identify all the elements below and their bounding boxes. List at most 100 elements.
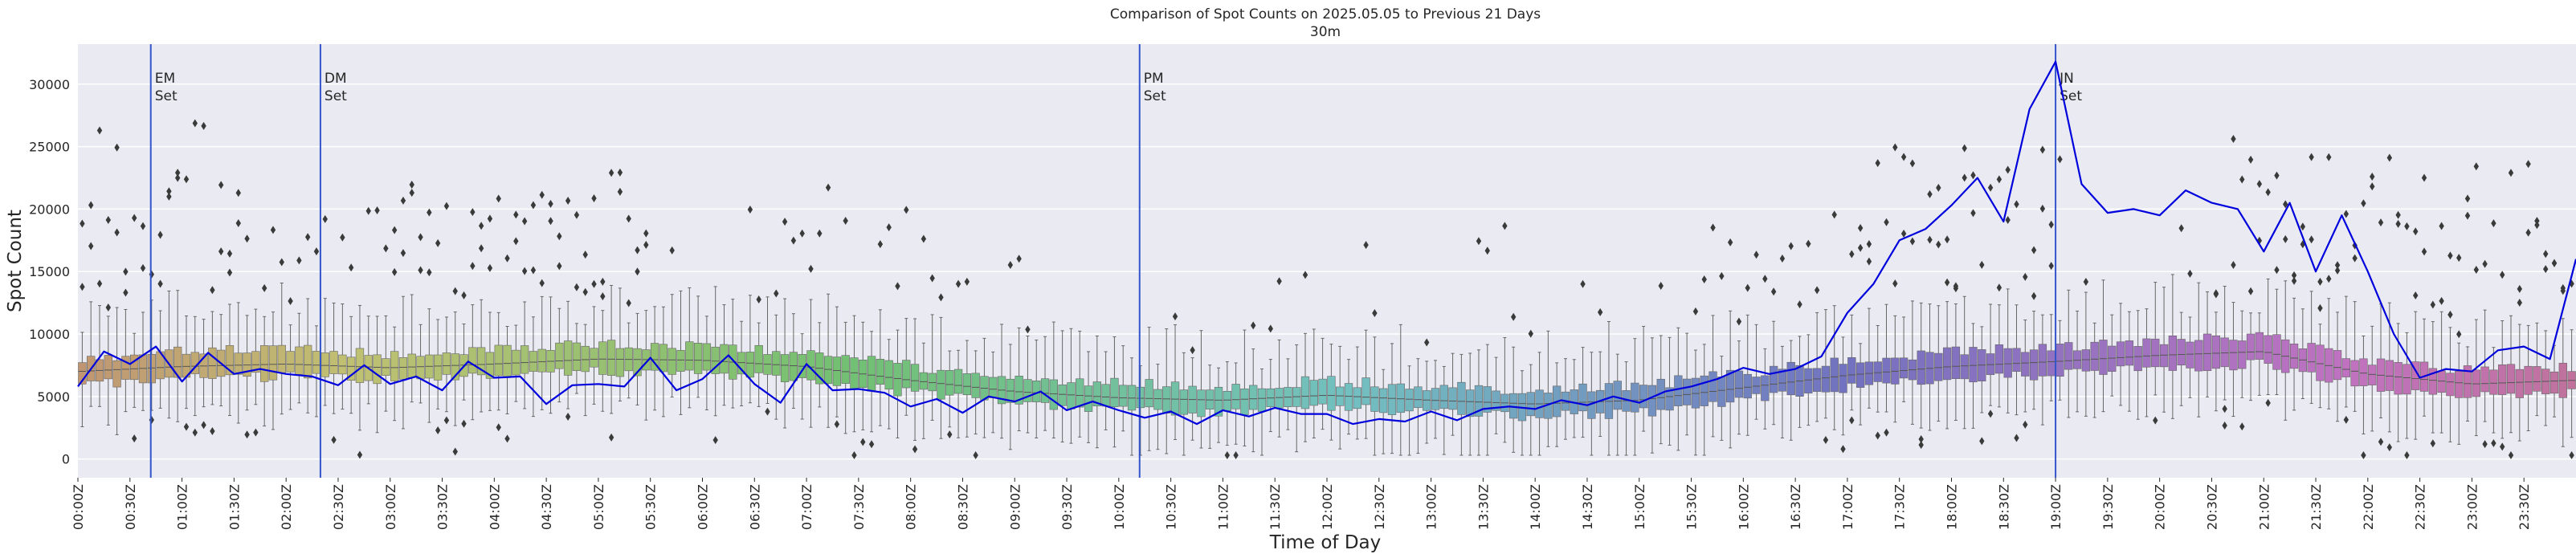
box: [2359, 358, 2368, 386]
outlier-point: [2560, 283, 2566, 292]
outlier-point: [487, 263, 493, 272]
box: [2480, 366, 2489, 393]
outlier-point: [2005, 165, 2011, 174]
outlier-point: [279, 258, 284, 267]
box: [1830, 357, 1839, 393]
box: [919, 372, 929, 390]
box: [485, 352, 495, 379]
outlier-point: [140, 263, 146, 272]
outlier-point: [2153, 416, 2158, 425]
outlier-point: [2274, 171, 2280, 180]
outlier-point: [2083, 278, 2089, 287]
outlier-point: [1016, 255, 1022, 263]
outlier-point: [2187, 269, 2193, 278]
outlier-point: [1710, 223, 1716, 232]
outlier-point: [1476, 237, 1482, 246]
outlier-point: [1727, 238, 1733, 246]
box: [147, 353, 156, 384]
x-tick-label: 03:00Z: [383, 484, 398, 530]
box: [2316, 344, 2325, 381]
box: [121, 356, 130, 380]
x-tick-label: 19:30Z: [2100, 484, 2116, 530]
outlier-point: [452, 447, 458, 456]
outlier-point: [2222, 405, 2227, 413]
box: [1336, 386, 1345, 406]
box: [745, 352, 755, 378]
outlier-point: [1831, 210, 1837, 219]
box: [1414, 386, 1423, 409]
outlier-point: [1962, 144, 1967, 153]
outlier-point: [2023, 420, 2028, 429]
box: [598, 341, 607, 375]
outlier-point: [2508, 450, 2514, 459]
set-label: JN: [2059, 71, 2074, 87]
outlier-point: [1875, 431, 1880, 440]
outlier-point: [938, 293, 944, 302]
outlier-point: [2265, 398, 2271, 407]
box: [902, 360, 911, 389]
outlier-point: [591, 279, 597, 288]
outlier-point: [304, 233, 311, 242]
box: [1665, 387, 1674, 411]
x-tick-label: 19:00Z: [2048, 484, 2064, 530]
box: [138, 354, 148, 384]
chart-subtitle: 30m: [1310, 24, 1341, 40]
box: [1725, 369, 1735, 403]
box: [277, 344, 286, 373]
outlier-point: [1510, 312, 1517, 321]
y-tick-label: 10000: [29, 327, 70, 342]
box: [2246, 333, 2256, 360]
outlier-point: [1857, 243, 1864, 252]
box: [2272, 334, 2281, 370]
box: [537, 348, 546, 373]
box: [1153, 389, 1162, 410]
outlier-point: [1979, 260, 1985, 269]
box: [373, 354, 382, 385]
x-tick-label: 01:00Z: [175, 484, 190, 530]
x-tick-label: 22:30Z: [2413, 484, 2428, 530]
outlier-point: [2317, 303, 2323, 312]
box: [1431, 388, 1440, 410]
outlier-point: [947, 430, 953, 439]
outlier-point: [374, 206, 380, 214]
box: [572, 342, 582, 371]
box: [1743, 373, 1752, 399]
box: [1674, 375, 1683, 406]
outlier-point: [1849, 250, 1855, 259]
outlier-point: [591, 194, 597, 203]
box: [1613, 381, 1622, 410]
box: [1647, 385, 1657, 417]
box: [1110, 377, 1119, 408]
box: [2368, 365, 2377, 385]
outlier-point: [1936, 183, 1941, 192]
outlier-point: [2247, 287, 2254, 295]
outlier-point: [166, 187, 172, 196]
box: [780, 354, 790, 382]
x-tick-label: 00:30Z: [123, 484, 138, 530]
outlier-point: [2447, 251, 2453, 260]
box: [2472, 369, 2480, 397]
outlier-point: [1224, 450, 1231, 459]
outlier-point: [2386, 443, 2393, 452]
box: [1639, 385, 1648, 409]
x-tick-label: 14:00Z: [1528, 484, 1543, 530]
outlier-point: [808, 264, 814, 273]
outlier-point: [2309, 153, 2314, 161]
outlier-point: [2464, 211, 2471, 220]
box: [2133, 346, 2142, 372]
x-tick-label: 11:00Z: [1215, 484, 1231, 530]
box: [1917, 350, 1925, 385]
box: [2125, 340, 2134, 366]
box: [251, 351, 260, 373]
x-tick-label: 12:30Z: [1372, 484, 1387, 530]
box: [1170, 381, 1180, 416]
outlier-point: [504, 434, 510, 443]
box: [1855, 362, 1865, 388]
outlier-point: [530, 266, 537, 275]
outlier-point: [288, 297, 293, 306]
box: [442, 352, 451, 375]
box: [1058, 384, 1067, 406]
box: [676, 350, 685, 372]
outlier-point: [765, 407, 770, 416]
outlier-point: [1025, 325, 1031, 334]
